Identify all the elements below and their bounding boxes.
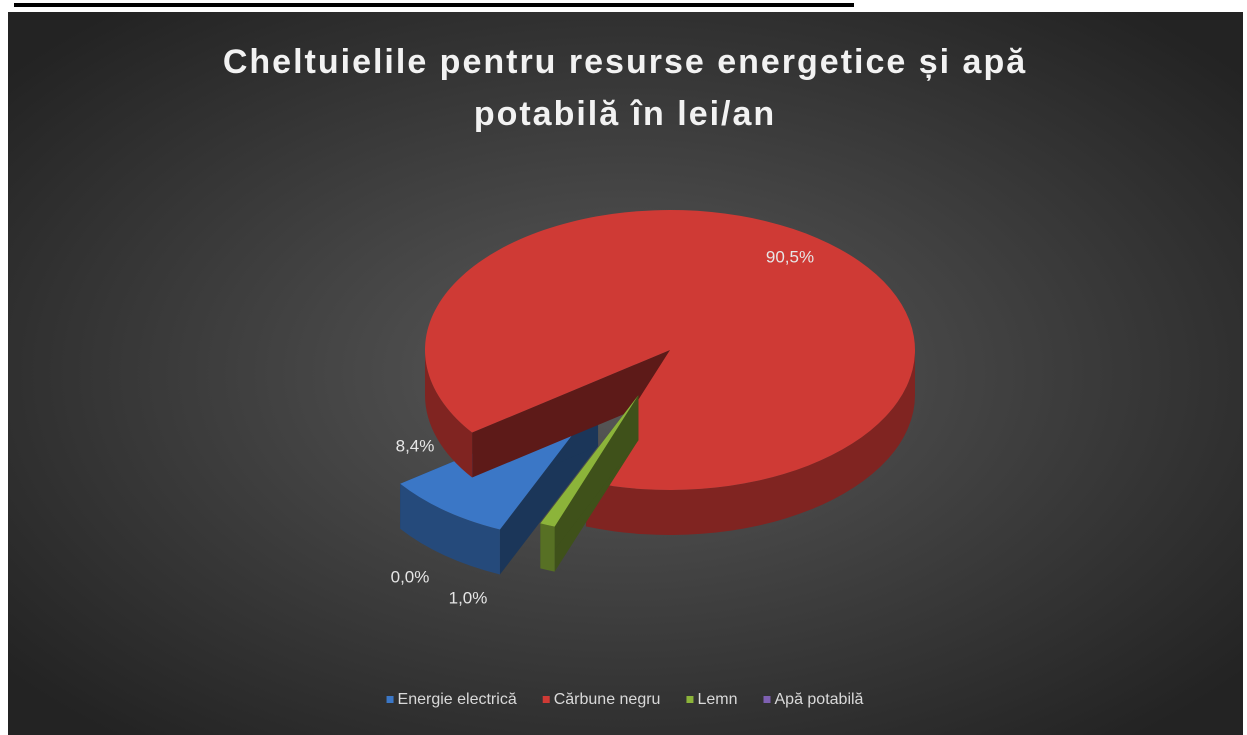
data-label: 8,4%: [396, 436, 435, 455]
legend-item: Energie electrică: [386, 691, 517, 708]
legend: Energie electrică Cărbune negru Lemn Apă po…: [386, 691, 864, 708]
slice-rim: [400, 483, 500, 575]
slice-top: [540, 395, 639, 527]
legend-swatch: [686, 696, 694, 703]
legend-swatch: [542, 696, 550, 703]
data-label: 90,5%: [766, 247, 814, 266]
slice-rim: [540, 523, 555, 572]
legend-swatch: [763, 696, 771, 703]
slice-side: [540, 395, 639, 569]
cropped-underline: [14, 3, 854, 7]
slice: [540, 395, 639, 572]
pie: 8,4% 90,5% 1,0% 0,0%: [391, 209, 915, 607]
slice-side: [472, 350, 670, 478]
data-label: 0,0%: [391, 567, 430, 586]
legend-label: Apă potabilă: [774, 691, 863, 708]
legend-item: Lemn: [686, 691, 737, 708]
legend-label: Lemn: [697, 691, 737, 708]
data-label: 1,0%: [449, 588, 488, 607]
legend-item: Cărbune negru: [542, 691, 661, 708]
chart-title: Cheltuielile pentru resurse energetice ș…: [222, 43, 1028, 133]
legend-label: Energie electrică: [398, 691, 517, 708]
legend-swatch: [386, 696, 394, 703]
slice-rim: [586, 350, 915, 535]
legend-label: Cărbune negru: [554, 691, 661, 708]
slice-top: [424, 209, 915, 490]
legend-item: Apă potabilă: [763, 691, 864, 708]
slice-rim: [425, 350, 473, 478]
